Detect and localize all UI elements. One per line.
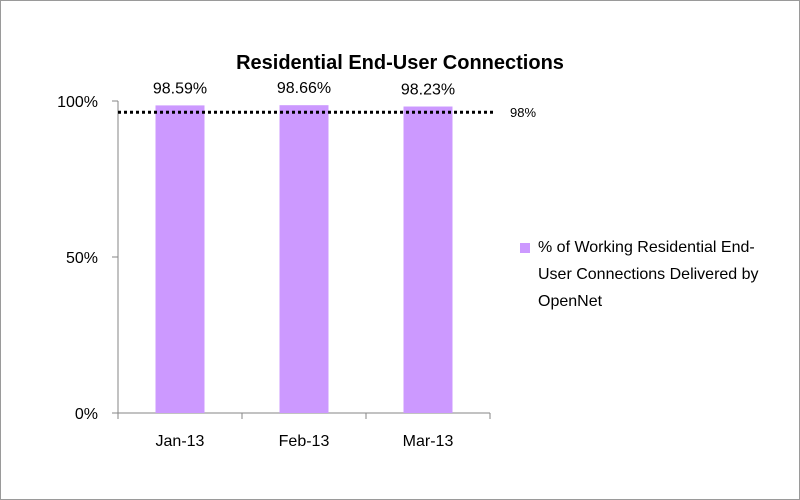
bar [279,105,329,414]
x-tick-label: Mar-13 [403,433,454,450]
data-label: 98.23% [401,82,455,99]
data-label: 98.66% [277,80,331,97]
bar [155,105,205,413]
chart-title: Residential End-User Connections [236,52,564,74]
y-tick-label: 100% [57,94,98,111]
y-tick-label: 50% [66,250,98,267]
reference-line-label: 98% [510,105,536,120]
legend-swatch [520,243,530,253]
x-tick-label: Feb-13 [279,433,330,450]
legend-label: % of Working Residential End-User Connec… [538,239,759,310]
x-tick-label: Jan-13 [156,433,205,450]
plot-area: 0% 50% 100% 98.59% Jan-13 98.66% Feb-13 98.23% M… [57,80,536,450]
data-label: 98.59% [153,80,207,97]
y-tick-label: 0% [75,406,98,423]
bar [403,106,453,413]
